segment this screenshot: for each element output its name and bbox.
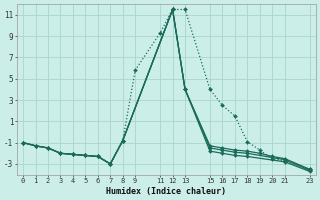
X-axis label: Humidex (Indice chaleur): Humidex (Indice chaleur) [106,187,226,196]
